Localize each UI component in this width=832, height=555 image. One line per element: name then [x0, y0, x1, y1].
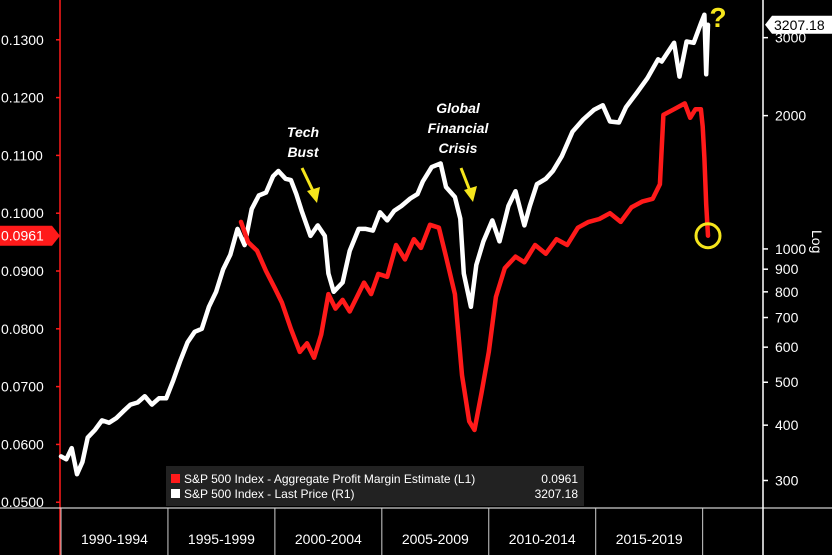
x-period-label: 1995-1999	[188, 531, 255, 547]
legend: S&P 500 Index - Aggregate Profit Margin …	[166, 466, 584, 506]
right-tick-label: 900	[775, 261, 799, 277]
right-tick-label: 600	[775, 339, 799, 355]
plot-area	[58, 12, 711, 477]
legend-swatch	[171, 489, 180, 498]
right-tick-label: 400	[775, 417, 799, 433]
right-tick-label: 500	[775, 374, 799, 390]
left-tick-label: 0.1300	[1, 32, 44, 48]
x-axis: 1990-1994 1995-1999 2000-2004 2005-2009 2010…	[0, 507, 832, 555]
x-period-label: 2015-2019	[616, 531, 683, 547]
tech-bust-arrowhead	[307, 187, 320, 203]
tech-bust-label: Tech	[287, 124, 319, 140]
left-tick-label: 0.0600	[1, 436, 44, 452]
left-tick-label: 0.1200	[1, 90, 44, 106]
x-period-label: 2005-2009	[402, 531, 469, 547]
right-tick-label: 800	[775, 284, 799, 300]
log-scale-label: Log	[809, 230, 825, 253]
x-period-label: 2010-2014	[509, 531, 576, 547]
question-mark-label: ?	[709, 2, 726, 33]
gfc-label: Financial	[428, 120, 490, 136]
left-tick-label: 0.0700	[1, 379, 44, 395]
price-line	[58, 12, 711, 477]
left-tick-label: 0.0800	[1, 321, 44, 337]
gfc-arrow	[459, 167, 472, 192]
legend-swatch	[171, 474, 180, 483]
legend-value: 0.0961	[541, 472, 578, 486]
right-tick-label: 2000	[775, 108, 806, 124]
left-axis: 0.1300 0.1200 0.1100 0.1000 0.0900 0.0800 0.07…	[0, 0, 61, 555]
gfc-label: Crisis	[439, 140, 478, 156]
legend-label: S&P 500 Index - Aggregate Profit Margin …	[184, 472, 475, 486]
legend-label: S&P 500 Index - Last Price (R1)	[184, 487, 355, 501]
left-tick-label: 0.1000	[1, 205, 44, 221]
annotations: Tech Bust Global Financial Crisis?	[287, 2, 727, 250]
left-tick-label: 0.0900	[1, 263, 44, 279]
right-tick-label: 700	[775, 310, 799, 326]
legend-value: 3207.18	[535, 487, 579, 501]
right-tick-label: 1000	[775, 241, 806, 257]
tech-bust-arrow	[300, 167, 316, 194]
profit-margin-line	[238, 101, 711, 433]
right-tick-label: 300	[775, 472, 799, 488]
left-last-value-text: 0.0961	[1, 228, 44, 244]
right-last-value-text: 3207.18	[774, 17, 825, 33]
x-period-label: 2000-2004	[295, 531, 362, 547]
x-period-label: 1990-1994	[81, 531, 148, 547]
gfc-arrowhead	[464, 186, 477, 202]
gfc-label: Global	[436, 100, 481, 116]
left-tick-label: 0.0500	[1, 494, 44, 510]
left-tick-label: 0.1100	[1, 147, 43, 163]
left-last-value-tag	[0, 225, 60, 246]
latest-value-circle	[694, 222, 722, 250]
right-axis: 300020001000900800700600500400300Log3207…	[762, 0, 832, 555]
right-last-value-tag	[765, 15, 832, 34]
legend-box	[166, 466, 584, 506]
tech-bust-label: Bust	[287, 144, 319, 160]
